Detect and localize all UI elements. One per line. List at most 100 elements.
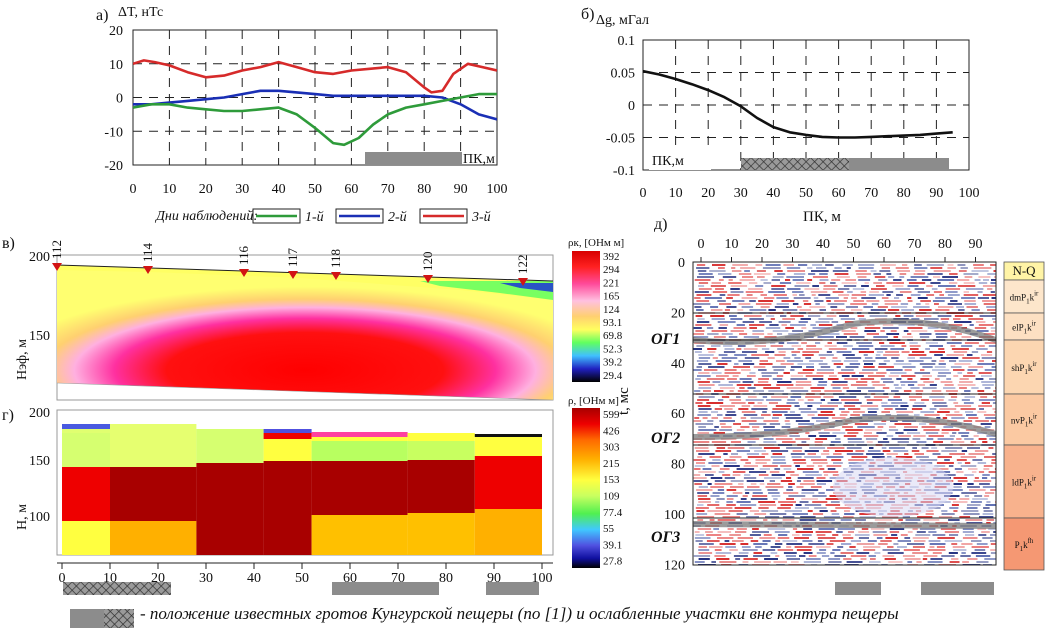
- seismic-wavelet: [755, 546, 762, 548]
- seismic-wavelet: [904, 537, 911, 539]
- panel-b-grotto-bar: [849, 158, 949, 170]
- strat-label-sup: ir: [1032, 475, 1037, 483]
- seismic-wavelet: [819, 279, 829, 281]
- seismic-wavelet: [710, 309, 723, 311]
- seismic-wavelet: [878, 363, 887, 365]
- seismic-wavelet: [746, 516, 759, 518]
- seismic-wavelet: [891, 357, 899, 359]
- seismic-wavelet: [713, 432, 725, 434]
- x-tick-label: 30: [786, 237, 800, 252]
- seismic-wavelet: [995, 423, 996, 425]
- seismic-wavelet: [774, 468, 781, 470]
- seismic-wavelet: [871, 303, 879, 305]
- seismic-wavelet: [716, 375, 729, 377]
- seismic-wavelet: [984, 456, 996, 458]
- seismic-wavelet: [979, 315, 996, 317]
- seismic-wavelet: [897, 441, 909, 443]
- seismic-wavelet: [709, 519, 715, 521]
- seismic-wavelet: [887, 552, 904, 554]
- seismic-wavelet: [912, 405, 927, 407]
- seismic-wavelet: [799, 555, 806, 557]
- seismic-wavelet: [697, 519, 704, 521]
- seismic-wavelet: [936, 417, 941, 419]
- seismic-wavelet: [858, 267, 874, 269]
- seismic-wavelet: [916, 441, 927, 443]
- seismic-wavelet: [915, 315, 932, 317]
- seismic-wavelet: [736, 528, 747, 530]
- seismic-wavelet: [948, 282, 958, 284]
- seismic-wavelet: [786, 546, 792, 548]
- seismic-wavelet: [844, 513, 855, 515]
- seismic-wavelet: [698, 558, 710, 560]
- seismic-wavelet: [867, 402, 873, 404]
- seismic-wavelet: [725, 414, 737, 416]
- seismic-wavelet: [977, 390, 985, 392]
- seismic-wavelet: [826, 351, 832, 353]
- seismic-wavelet: [734, 354, 747, 356]
- seismic-wavelet: [855, 270, 867, 272]
- seismic-wavelet: [948, 324, 963, 326]
- seismic-wavelet: [745, 291, 764, 293]
- seismic-wavelet: [861, 528, 869, 530]
- seismic-wavelet: [724, 369, 737, 371]
- seismic-wavelet: [866, 399, 883, 401]
- seismic-wavelet: [893, 363, 912, 365]
- seismic-wavelet: [842, 534, 851, 536]
- seismic-wavelet: [731, 267, 736, 269]
- seismic-wavelet: [983, 279, 989, 281]
- seismic-wavelet: [771, 519, 778, 521]
- seismic-wavelet: [912, 537, 929, 539]
- seismic-wavelet: [710, 495, 720, 497]
- seismic-wavelet: [984, 342, 996, 344]
- seismic-wavelet: [863, 549, 876, 551]
- seismic-wavelet: [967, 447, 980, 449]
- seismic-wavelet: [773, 459, 786, 461]
- seismic-wavelet: [981, 402, 990, 404]
- seismic-wavelet: [825, 504, 841, 506]
- y-tick-label: -0.1: [613, 164, 635, 179]
- seismic-wavelet: [842, 387, 850, 389]
- seismic-wavelet: [957, 285, 976, 287]
- seismic-wavelet: [956, 459, 967, 461]
- x-tick-label: 60: [344, 182, 358, 197]
- seismic-wavelet: [957, 480, 968, 482]
- seismic-wavelet: [696, 345, 705, 347]
- seismic-wavelet: [749, 324, 765, 326]
- seismic-wavelet: [982, 513, 994, 515]
- seismic-wavelet: [847, 438, 862, 440]
- seismic-wavelet: [934, 366, 946, 368]
- strat-label: ldP1kir: [1012, 475, 1037, 491]
- series-line: [133, 89, 497, 121]
- seismic-wavelet: [935, 333, 948, 335]
- seismic-wavelet: [719, 561, 737, 563]
- seismic-wavelet: [935, 309, 950, 311]
- seismic-wavelet: [772, 414, 782, 416]
- seismic-wavelet: [876, 537, 883, 539]
- seismic-wavelet: [746, 294, 753, 296]
- seismic-wavelet: [740, 504, 757, 506]
- seismic-wavelet: [850, 540, 861, 542]
- seismic-wavelet: [793, 273, 806, 275]
- seismic-wavelet: [726, 297, 733, 299]
- seismic-wavelet: [881, 420, 887, 422]
- seismic-wavelet: [805, 375, 824, 377]
- seismic-wavelet: [932, 534, 946, 536]
- seismic-wavelet: [694, 465, 706, 467]
- seismic-wavelet: [870, 309, 886, 311]
- seismic-wavelet: [704, 369, 718, 371]
- seismic-wavelet: [912, 438, 921, 440]
- seismic-wavelet: [886, 453, 898, 455]
- seismic-wavelet: [755, 264, 763, 266]
- x-tick-label: 0: [130, 182, 137, 197]
- seismic-wavelet: [937, 456, 952, 458]
- seismic-wavelet: [712, 264, 726, 266]
- seismic-wavelet: [760, 294, 767, 296]
- seismic-wavelet: [949, 534, 959, 536]
- seismic-wavelet: [982, 486, 996, 488]
- seismic-wavelet: [802, 354, 814, 356]
- strat-unit: [1003, 393, 1045, 446]
- seismic-wavelet: [922, 375, 932, 377]
- seismic-wavelet: [964, 462, 971, 464]
- seismic-wavelet: [870, 558, 876, 560]
- seismic-wavelet: [919, 309, 932, 311]
